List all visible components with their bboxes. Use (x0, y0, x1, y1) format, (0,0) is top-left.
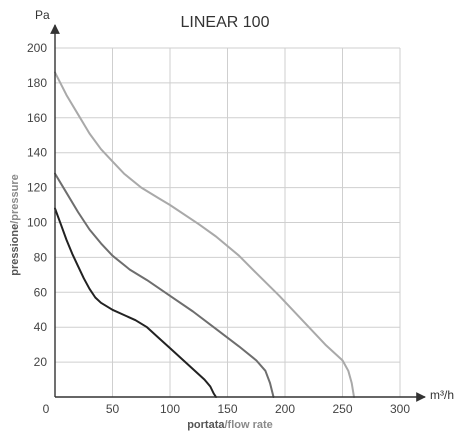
x-tick-label: 0 (43, 402, 50, 416)
tick-labels: 0 50 100 150 200 250 300 20 40 60 80 100 120 140 160 18… (27, 41, 410, 416)
y-tick-label: 120 (27, 181, 47, 195)
x-tick-label: 50 (106, 402, 120, 416)
curve-3 (54, 207, 217, 398)
x-axis-title-sub: /flow rate (224, 419, 272, 431)
y-tick-label: 20 (34, 355, 48, 369)
y-tick-label: 140 (27, 146, 47, 160)
x-axis-title-main: portata (187, 419, 225, 431)
y-axis-title-main: pressione (9, 224, 21, 276)
x-tick-label: 200 (275, 402, 295, 416)
series-lines (54, 71, 355, 398)
y-tick-label: 200 (27, 41, 47, 55)
y-axis-title-sub: /pressure (9, 174, 21, 224)
y-tick-label: 40 (34, 320, 48, 334)
chart-title: LINEAR 100 (181, 14, 270, 31)
y-axis-title: pressione/pressure (9, 174, 21, 276)
x-tick-label: 300 (390, 402, 410, 416)
x-tick-label: 150 (217, 402, 237, 416)
y-tick-label: 100 (27, 216, 47, 230)
grid-lines (55, 47, 401, 397)
y-tick-label: 160 (27, 111, 47, 125)
x-axis-title: portata/flow rate (187, 419, 273, 431)
curve-1 (54, 71, 355, 398)
y-axis-unit: Pa (35, 8, 50, 22)
y-tick-label: 80 (34, 250, 48, 264)
x-tick-label: 100 (160, 402, 180, 416)
curve-2 (54, 172, 275, 398)
x-axis-unit: m³/h (430, 388, 454, 402)
x-tick-label: 250 (332, 402, 352, 416)
y-tick-label: 60 (34, 285, 48, 299)
y-tick-label: 180 (27, 76, 47, 90)
